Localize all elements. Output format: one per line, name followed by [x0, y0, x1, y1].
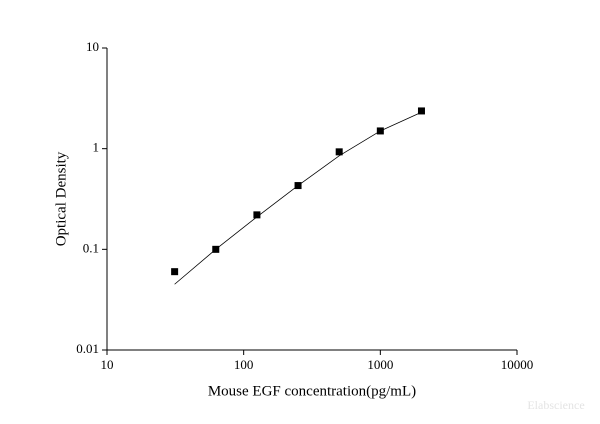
y-axis-label: Optical Density [53, 151, 69, 246]
fit-curve [174, 111, 422, 285]
x-tick-label: 100 [234, 357, 254, 372]
y-tick-label: 10 [86, 39, 99, 54]
point [335, 148, 343, 156]
point [417, 107, 425, 115]
y-tick-label: 0.1 [83, 240, 99, 255]
y-tick-label: 1 [93, 140, 100, 155]
watermark: Elabscience [527, 398, 584, 412]
x-axis-label: Mouse EGF concentration(pg/mL) [208, 383, 416, 399]
x-tick-label: 1000 [367, 357, 393, 372]
x-tick-label: 10 [101, 357, 114, 372]
y-tick-label: 0.01 [76, 341, 99, 356]
point [171, 268, 179, 276]
point [253, 211, 261, 219]
point [294, 182, 302, 190]
point [376, 127, 384, 135]
x-tick-label: 10000 [501, 357, 534, 372]
point [212, 245, 220, 253]
